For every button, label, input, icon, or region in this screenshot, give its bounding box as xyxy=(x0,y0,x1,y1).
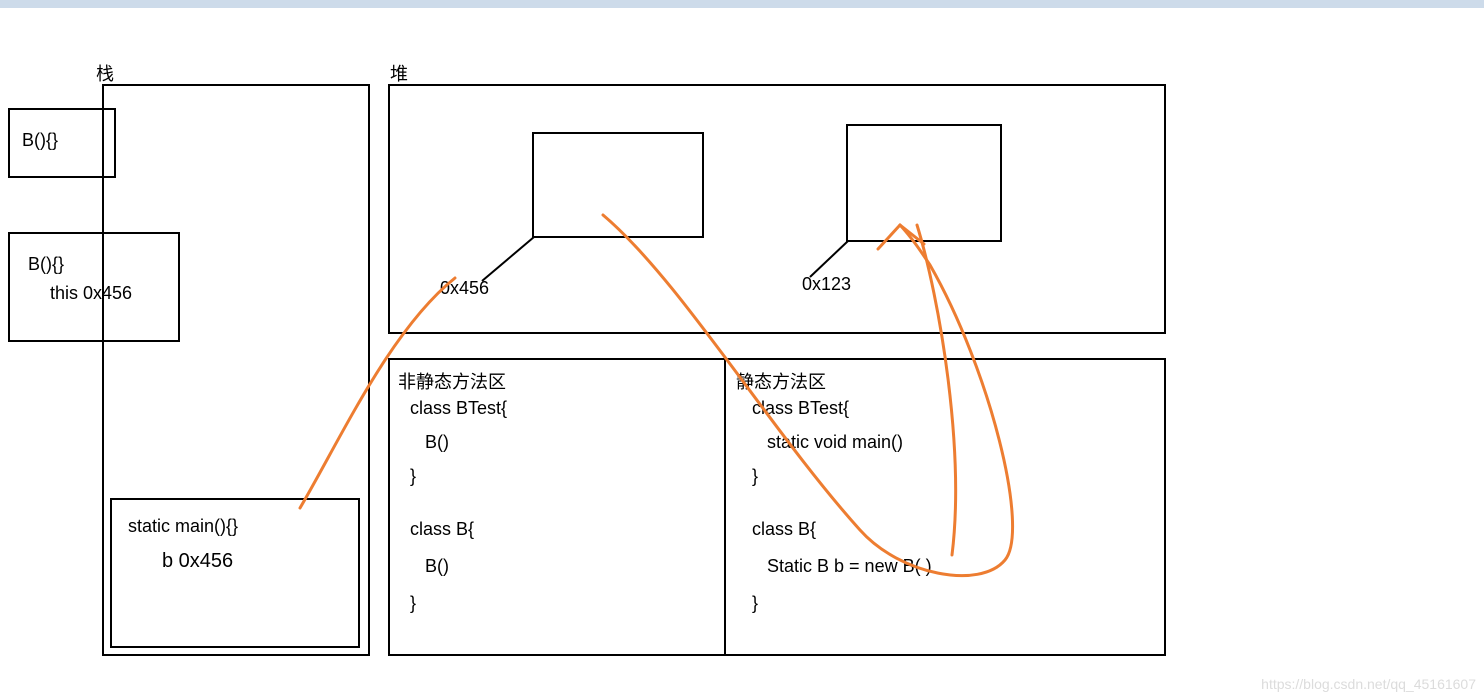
stack-frame-main-line1: static main(){} xyxy=(128,516,238,537)
stack-frame-1-text: B(){} xyxy=(22,130,58,151)
ns-line4: class B{ xyxy=(410,519,474,540)
heap-title: 堆 xyxy=(390,60,408,86)
ns-line2: B() xyxy=(410,432,449,453)
ns-line1: class BTest{ xyxy=(410,398,507,419)
static-title: 静态方法区 xyxy=(736,368,826,394)
s-line3: } xyxy=(752,466,758,487)
s-line2: static void main() xyxy=(752,432,903,453)
watermark: https://blog.csdn.net/qq_45161607 xyxy=(1261,676,1476,692)
heap-object-2 xyxy=(846,124,1002,242)
ns-line6: } xyxy=(410,593,416,614)
heap-region xyxy=(388,84,1166,334)
stack-title: 栈 xyxy=(96,60,114,86)
s-line6: } xyxy=(752,593,758,614)
non-static-title: 非静态方法区 xyxy=(398,368,506,394)
ns-line5: B() xyxy=(410,556,449,577)
method-area-divider xyxy=(724,358,726,656)
header-strip xyxy=(0,0,1484,8)
s-line1: class BTest{ xyxy=(752,398,849,419)
s-line5: Static B b = new B( ) xyxy=(752,556,932,577)
stack-frame-2-line1: B(){} xyxy=(28,254,64,275)
stack-frame-2-line2: this 0x456 xyxy=(50,283,132,304)
heap-object-1-addr: 0x456 xyxy=(440,278,489,299)
s-line4: class B{ xyxy=(752,519,816,540)
ns-line3: } xyxy=(410,466,416,487)
heap-object-2-addr: 0x123 xyxy=(802,274,851,295)
heap-object-1 xyxy=(532,132,704,238)
stack-frame-main-line2: b 0x456 xyxy=(162,550,233,573)
